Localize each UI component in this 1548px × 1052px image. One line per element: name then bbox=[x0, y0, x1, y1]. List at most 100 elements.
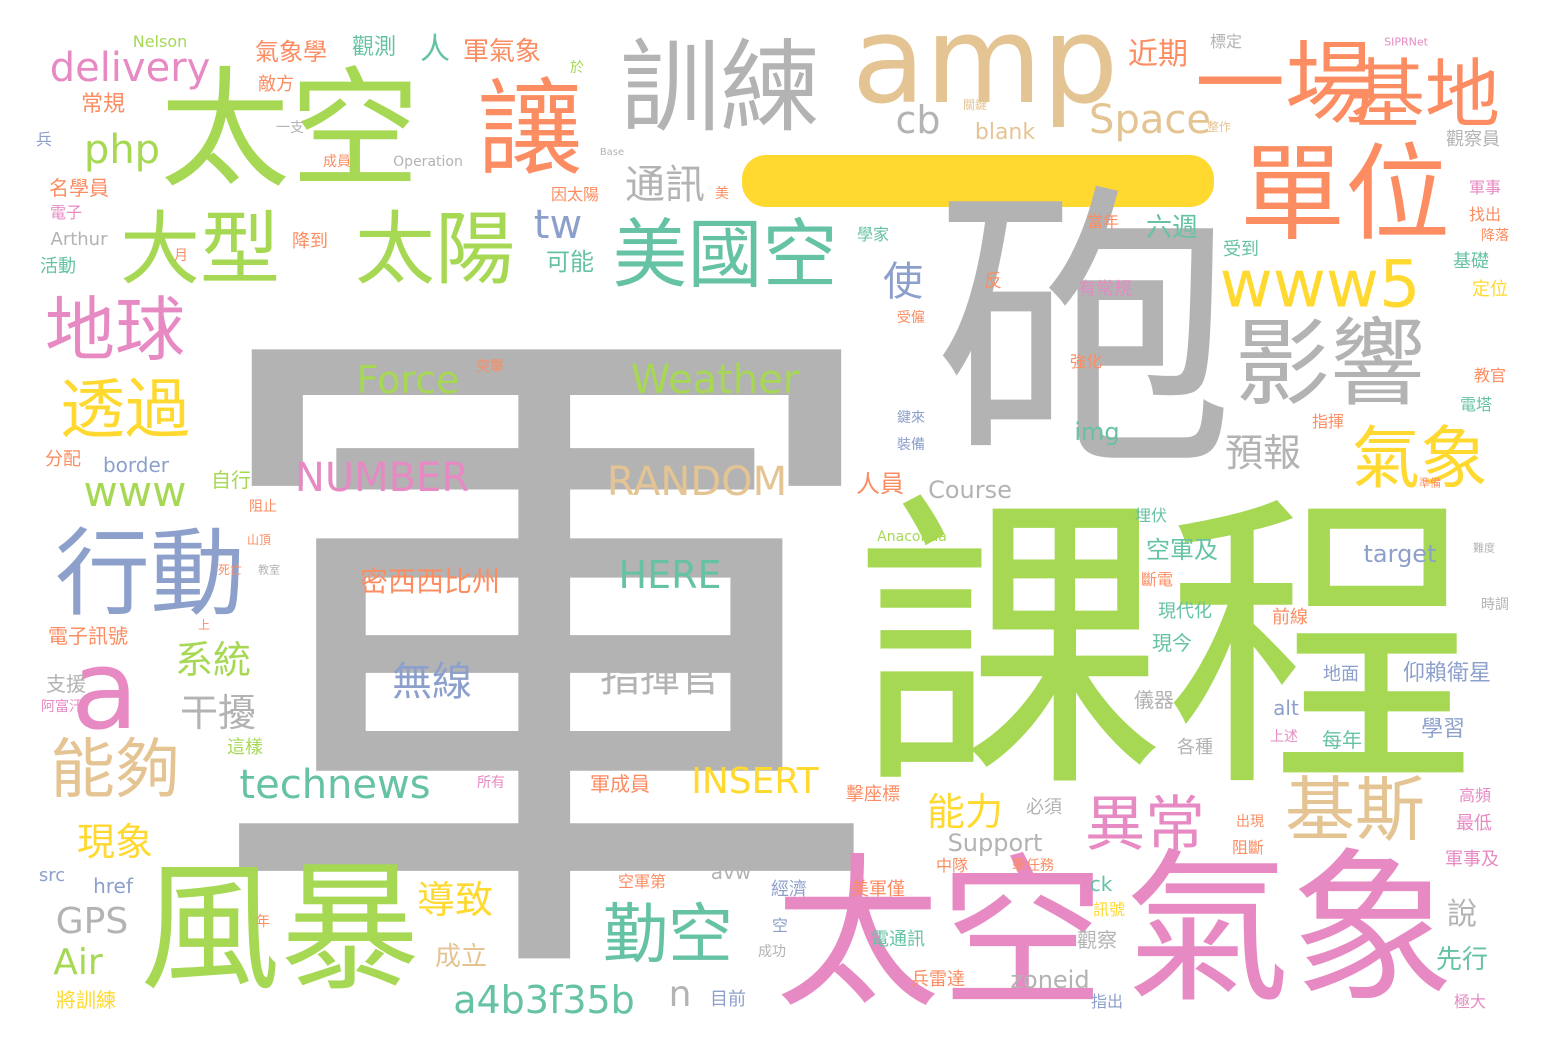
word: 難度 bbox=[1473, 541, 1495, 555]
word: Operation bbox=[393, 154, 463, 170]
word: 現今 bbox=[1152, 631, 1192, 655]
word: 軍氣象 bbox=[462, 37, 542, 67]
word: 一場 bbox=[1195, 32, 1375, 137]
word: 兵 bbox=[35, 130, 53, 149]
word: 自行 bbox=[211, 468, 251, 492]
word: 活動 bbox=[40, 256, 76, 277]
word: 氣象 bbox=[1125, 833, 1455, 1026]
word: INSERT bbox=[691, 761, 819, 802]
word: 降到 bbox=[292, 231, 328, 252]
word: 美 bbox=[715, 186, 729, 202]
word: 降落 bbox=[1481, 228, 1509, 244]
word: 分配 bbox=[45, 449, 81, 470]
word: 將訓練 bbox=[56, 988, 116, 1012]
word: target bbox=[1363, 540, 1437, 568]
word: 通訊 bbox=[625, 162, 705, 208]
word: 太空 bbox=[775, 838, 1105, 1031]
word: 常規 bbox=[80, 92, 126, 117]
word: 說 bbox=[1447, 897, 1477, 932]
word: 每年 bbox=[1322, 728, 1362, 752]
word: 這樣 bbox=[227, 737, 263, 758]
word: img bbox=[1074, 418, 1120, 446]
word: 地面 bbox=[1323, 664, 1359, 685]
word: 現代化 bbox=[1158, 601, 1212, 622]
word: 基礎 bbox=[1453, 251, 1489, 272]
word: 強化 bbox=[1069, 352, 1103, 371]
word: 年 bbox=[256, 914, 270, 930]
word: 軍成員 bbox=[590, 772, 650, 796]
word: 經濟 bbox=[771, 879, 807, 900]
word: Space bbox=[1089, 97, 1211, 143]
word: n bbox=[668, 974, 692, 1015]
word: 訓練 bbox=[620, 29, 820, 146]
word: 可能 bbox=[546, 248, 594, 276]
word: 課程 bbox=[855, 469, 1475, 830]
word: 氣象 bbox=[1351, 420, 1489, 499]
word: 突擊 bbox=[476, 359, 504, 375]
word: www5 bbox=[1219, 247, 1421, 323]
word: 整作 bbox=[1206, 120, 1232, 134]
word: 因太陽 bbox=[550, 185, 600, 204]
word: 目前 bbox=[710, 989, 746, 1010]
word: 電通訊 bbox=[871, 929, 925, 950]
highlight-bar bbox=[742, 155, 1214, 207]
word: blank bbox=[974, 120, 1036, 145]
word: 裝備 bbox=[897, 437, 925, 453]
word: 標定 bbox=[1209, 32, 1243, 51]
word: 有常規 bbox=[1078, 279, 1132, 300]
word: 單位 bbox=[1239, 133, 1451, 256]
word: 風暴 bbox=[139, 848, 421, 1011]
word: technews bbox=[239, 762, 431, 808]
word: 砲 bbox=[935, 160, 1235, 509]
word: Course bbox=[928, 476, 1012, 504]
word: 學家 bbox=[856, 225, 890, 244]
word: 教室 bbox=[258, 563, 280, 577]
word: 預報 bbox=[1224, 431, 1302, 475]
word: www bbox=[83, 467, 187, 516]
word: GPS bbox=[55, 901, 129, 942]
word: 導致 bbox=[416, 878, 494, 922]
word: 電塔 bbox=[1459, 395, 1493, 414]
word: 受到 bbox=[1223, 239, 1259, 260]
word: 極大 bbox=[1453, 992, 1487, 1011]
word: 基地 bbox=[1349, 50, 1501, 139]
word: 山頂 bbox=[246, 533, 272, 547]
word: 陸地 bbox=[293, 372, 321, 388]
word: 儀器 bbox=[1134, 688, 1174, 712]
word: src bbox=[38, 865, 66, 886]
word: 能夠 bbox=[49, 732, 181, 808]
word: 軍 bbox=[195, 252, 895, 1052]
word: 阻斷 bbox=[1231, 838, 1265, 857]
word: 太空 bbox=[159, 54, 421, 206]
word: 觀測 bbox=[351, 35, 397, 60]
word: php bbox=[83, 127, 161, 173]
word: 透過 bbox=[59, 372, 191, 448]
word: 美國空 bbox=[612, 210, 838, 299]
word: 基斯 bbox=[1285, 769, 1425, 851]
word: 人員 bbox=[856, 470, 904, 498]
word: 找出 bbox=[1468, 205, 1502, 224]
word: RANDOM bbox=[606, 459, 788, 505]
word: 密西西比州 bbox=[359, 565, 501, 598]
word: 定位 bbox=[1472, 279, 1508, 300]
word: 死亡 bbox=[217, 563, 243, 577]
word: 時調 bbox=[1481, 597, 1509, 613]
word: 觀察 bbox=[1077, 928, 1117, 952]
word: 月 bbox=[174, 248, 188, 264]
word: 名學員 bbox=[49, 176, 109, 200]
word: 埋伏 bbox=[1134, 506, 1168, 525]
word: 成員 bbox=[323, 154, 351, 170]
word: 太陽 bbox=[355, 203, 515, 296]
word: Weather bbox=[630, 357, 800, 403]
word: NUMBER bbox=[294, 455, 470, 501]
word: 指揮官 bbox=[600, 655, 720, 701]
word: 美軍僅 bbox=[851, 879, 905, 900]
word: alt bbox=[1273, 696, 1299, 720]
word: 中隊 bbox=[935, 856, 969, 875]
word: 必須 bbox=[1026, 797, 1062, 818]
word: 六週 bbox=[1145, 213, 1199, 243]
word: cb bbox=[895, 98, 941, 142]
word: 訊號 bbox=[1092, 900, 1126, 919]
word: 先行 bbox=[1435, 945, 1489, 975]
word: SIPRNet bbox=[1384, 35, 1428, 49]
